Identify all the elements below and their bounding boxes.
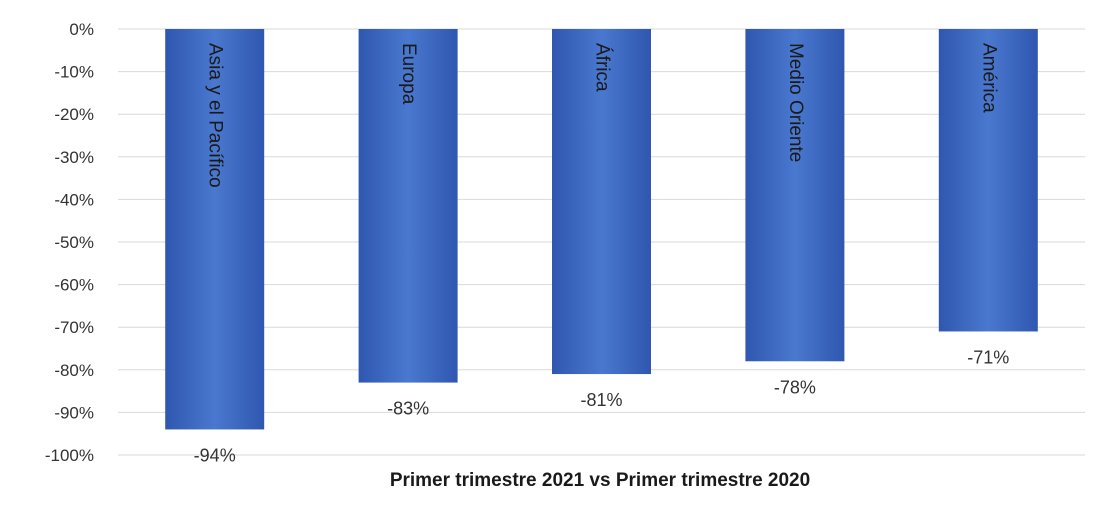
y-axis: 0% -10% -20% -30% -40% -50% -60% -70% -80% -90% -1… bbox=[45, 20, 94, 465]
category-label: Europa bbox=[398, 43, 419, 105]
y-tick-label: -60% bbox=[54, 276, 94, 295]
y-tick-label: -20% bbox=[54, 105, 94, 124]
y-tick-label: -80% bbox=[54, 361, 94, 380]
y-tick-label: 0% bbox=[69, 20, 94, 39]
y-tick-label: -100% bbox=[45, 446, 94, 465]
bars: Asia y el Pacífico Europa África Medio Orie… bbox=[165, 29, 1038, 430]
data-label: -81% bbox=[580, 390, 622, 410]
data-label: -71% bbox=[967, 347, 1009, 367]
category-label: América bbox=[978, 43, 999, 113]
category-label: Asia y el Pacífico bbox=[205, 43, 226, 188]
data-labels: -94% -83% -81% -78% -71% bbox=[194, 347, 1010, 465]
data-label: -78% bbox=[774, 377, 816, 397]
data-label: -83% bbox=[387, 399, 429, 419]
y-tick-label: -40% bbox=[54, 190, 94, 209]
category-label: Medio Oriente bbox=[785, 43, 806, 162]
y-tick-label: -70% bbox=[54, 318, 94, 337]
y-tick-label: -50% bbox=[54, 233, 94, 252]
bar bbox=[552, 29, 651, 375]
y-tick-label: -10% bbox=[54, 63, 94, 82]
bar bbox=[745, 29, 845, 362]
y-tick-label: -90% bbox=[54, 403, 94, 422]
category-label: África bbox=[591, 43, 612, 92]
bar bbox=[358, 29, 458, 383]
bar bbox=[165, 29, 265, 430]
data-label: -94% bbox=[194, 445, 236, 465]
bar bbox=[938, 29, 1038, 332]
x-axis-label: Primer trimestre 2021 vs Primer trimestr… bbox=[390, 470, 810, 491]
y-tick-label: -30% bbox=[54, 148, 94, 167]
